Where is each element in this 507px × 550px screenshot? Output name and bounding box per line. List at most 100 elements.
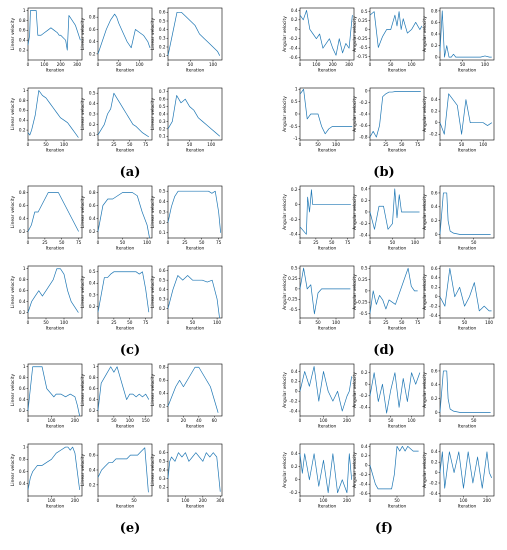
y-axis-label: Angular velocity	[422, 274, 428, 310]
subplot: 0 25 50 75 0.1 0.2 0.3 0.4 0.5 Iteration Linear ve…	[150, 185, 223, 252]
x-tick-label: 50	[462, 320, 468, 325]
x-tick-label: 25	[383, 142, 389, 147]
plot-frame	[167, 7, 223, 61]
x-tick-label: 0	[167, 62, 170, 67]
y-tick-label: 0.4	[431, 204, 438, 209]
x-tick-label: 75	[76, 240, 82, 245]
y-tick-label: 0.6	[431, 266, 438, 271]
x-tick-label: 40	[196, 418, 202, 423]
series-line	[369, 267, 418, 314]
x-tick-label: 100	[319, 418, 327, 423]
x-tick-label: 0	[439, 240, 442, 245]
y-tick-label: -0.4	[359, 111, 368, 116]
plot-frame	[439, 185, 495, 239]
x-tick-label: 0	[439, 498, 442, 503]
x-tick-label: 0	[97, 498, 100, 503]
y-axis-label: Linear velocity	[150, 97, 156, 130]
y-axis-label: Linear velocity	[10, 453, 16, 486]
series-line	[97, 13, 151, 54]
x-tick-label: 50	[127, 320, 133, 325]
series-line	[167, 95, 221, 137]
panel-caption: (d)	[373, 343, 394, 358]
x-tick-label: 100	[209, 62, 217, 67]
subplot: 0 25 50 75 0.1 0.2 0.3 0.4 0.5 Iteration Linear ve…	[80, 87, 153, 154]
x-tick-label: 0	[299, 142, 302, 147]
x-tick-label: 50	[120, 240, 126, 245]
y-tick-label: 0.3	[159, 36, 166, 41]
y-tick-label: 0.8	[19, 375, 26, 380]
x-tick-label: 0	[369, 62, 372, 67]
y-tick-label: 0.4	[19, 397, 26, 402]
subplot: 0 50 100 0.2 0.4 0.6 0.8 Iteration Linear veloci…	[80, 7, 153, 74]
x-tick-label: 0	[97, 240, 100, 245]
y-tick-label: -0.4	[359, 405, 368, 410]
subplot: 0 50 100 -0.4 -0.2 0 0.2 Iteration Angular veloc…	[352, 363, 425, 430]
x-axis-label: Iteration	[186, 148, 205, 154]
y-axis-label: Angular velocity	[282, 274, 288, 310]
x-tick-label: 0	[97, 62, 100, 67]
y-tick-label: -0.25	[357, 36, 368, 41]
y-tick-label: 0.4	[361, 186, 368, 191]
y-tick-label: 0.4	[19, 299, 26, 304]
plot-frame	[97, 363, 153, 417]
x-tick-label: 200	[483, 498, 491, 503]
y-axis-label: Linear velocity	[80, 195, 86, 228]
y-tick-label: 0.4	[431, 31, 438, 36]
subplot: 0 50 100 -0.5 -0.25 0 0.25 0.5 Iteration Angular …	[282, 265, 355, 332]
y-tick-label: 0.4	[159, 287, 166, 292]
series-line	[167, 366, 219, 413]
y-tick-label: 1	[23, 444, 26, 449]
series-line	[27, 366, 80, 417]
y-tick-label: 0.4	[19, 481, 26, 486]
x-tick-label: 50	[399, 142, 405, 147]
x-tick-label: 50	[460, 62, 466, 67]
y-axis-label: Angular velocity	[352, 372, 358, 408]
y-tick-label: -0.5	[289, 307, 298, 312]
plot-frame	[439, 443, 495, 497]
x-axis-label: Iteration	[318, 246, 337, 252]
y-axis-label: Angular velocity	[422, 194, 428, 230]
x-tick-label: 25	[111, 142, 117, 147]
y-tick-label: 0.6	[19, 386, 26, 391]
x-tick-label: 60	[212, 418, 218, 423]
x-tick-label: 50	[127, 142, 133, 147]
x-tick-label: 100	[47, 498, 55, 503]
series-line	[299, 366, 352, 412]
plot-frame	[439, 265, 495, 319]
series-line	[439, 268, 492, 312]
panel-caption: (c)	[120, 343, 140, 358]
y-tick-label: -0.2	[359, 221, 368, 226]
x-axis-label: Iteration	[318, 148, 337, 154]
plot-frame	[299, 7, 355, 61]
x-axis-label: Iteration	[388, 148, 407, 154]
x-tick-label: 0	[167, 320, 170, 325]
plot-frame	[27, 363, 83, 417]
plot-frame	[299, 443, 355, 497]
y-tick-label: 0.2	[159, 44, 166, 49]
x-axis-label: Iteration	[116, 326, 135, 332]
y-tick-label: 1	[23, 266, 26, 271]
y-tick-label: 0.2	[19, 229, 26, 234]
y-tick-label: 0.4	[431, 97, 438, 102]
y-tick-label: 0.6	[19, 108, 26, 113]
plot-frame	[299, 185, 355, 239]
series-line	[299, 10, 353, 56]
x-axis-label: Iteration	[186, 68, 205, 74]
plot-frame	[299, 363, 355, 417]
x-tick-label: 100	[143, 240, 151, 245]
y-tick-label: 0.2	[19, 47, 26, 52]
y-tick-label: 0.2	[291, 17, 298, 22]
y-tick-label: 0.8	[89, 15, 96, 20]
x-axis-label: Iteration	[458, 246, 477, 252]
panel-caption: (f)	[375, 521, 393, 536]
series-line	[369, 446, 419, 490]
y-tick-label: 0	[295, 477, 298, 482]
plot-frame	[369, 265, 425, 319]
plot-frame	[27, 87, 83, 141]
y-tick-label: 0	[365, 27, 368, 32]
y-tick-label: 0.6	[159, 378, 166, 383]
y-tick-label: 0.3	[159, 119, 166, 124]
y-tick-label: 0.4	[291, 8, 298, 13]
subplot: 0 50 100 0.2 0.4 0.6 0.8 1 Iteration Linear veloc…	[10, 265, 83, 332]
